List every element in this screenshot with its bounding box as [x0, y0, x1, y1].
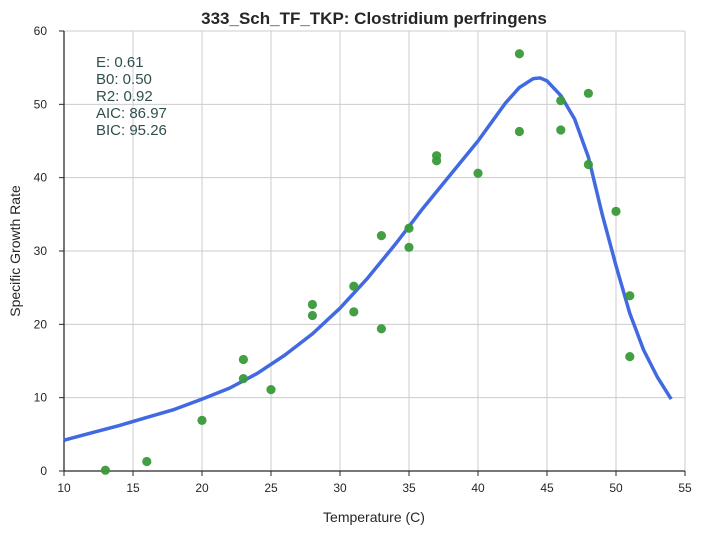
data-point: [376, 231, 386, 241]
fit-statistic-line: E: 0.61: [96, 54, 144, 71]
x-tick-label: 25: [264, 481, 278, 495]
data-point: [307, 299, 317, 310]
y-tick-label: 60: [34, 24, 48, 38]
axes: [59, 30, 686, 476]
data-point: [625, 291, 635, 301]
y-tick-label: 0: [40, 464, 47, 478]
data-point: [197, 415, 207, 425]
fit-statistic-line: R2: 0.92: [96, 88, 153, 105]
fit-statistic-line: BIC: 95.26: [96, 122, 167, 139]
y-tick-labels: 0 10 20 30 40 50 60: [34, 24, 48, 478]
data-point: [514, 49, 525, 59]
data-point: [583, 159, 594, 170]
data-point: [514, 126, 525, 137]
x-tick-label: 55: [678, 481, 692, 495]
data-point: [307, 310, 317, 321]
data-point: [349, 281, 359, 291]
y-tick-label: 40: [34, 171, 48, 185]
y-tick-label: 50: [34, 97, 48, 111]
x-tick-label: 30: [333, 481, 347, 495]
fit-statistic-line: AIC: 86.97: [96, 105, 167, 122]
chart-title: 333_Sch_TF_TKP: Clostridium perfringens: [201, 9, 547, 28]
data-point: [376, 324, 386, 334]
y-tick-label: 10: [34, 391, 48, 405]
data-point: [556, 96, 566, 106]
data-point: [404, 223, 414, 233]
y-tick-label: 20: [34, 317, 48, 331]
data-point: [100, 465, 110, 475]
data-point: [432, 156, 442, 166]
x-tick-label: 50: [609, 481, 623, 495]
x-axis-label: Temperature (C): [323, 509, 425, 525]
data-point: [556, 125, 566, 135]
data-point: [142, 456, 152, 467]
y-axis-label: Specific Growth Rate: [7, 185, 23, 317]
x-tick-label: 45: [540, 481, 554, 495]
x-tick-label: 10: [57, 481, 71, 495]
data-point: [238, 354, 248, 365]
data-point: [583, 88, 594, 98]
data-point: [473, 168, 483, 178]
fit-statistic-line: B0: 0.50: [96, 71, 152, 88]
data-point: [266, 385, 276, 395]
data-points: [100, 49, 635, 475]
x-tick-label: 15: [126, 481, 140, 495]
x-tick-label: 20: [195, 481, 209, 495]
x-tick-labels: 10 15 20 25 30 35 40 45 50 55: [57, 481, 692, 495]
x-tick-label: 35: [402, 481, 416, 495]
data-point: [404, 242, 414, 252]
y-tick-label: 30: [34, 244, 48, 258]
data-point: [238, 374, 248, 384]
data-point: [625, 352, 635, 362]
data-point: [611, 206, 621, 216]
x-tick-label: 40: [471, 481, 485, 495]
data-point: [349, 307, 359, 317]
fitted-curve: [63, 76, 673, 442]
